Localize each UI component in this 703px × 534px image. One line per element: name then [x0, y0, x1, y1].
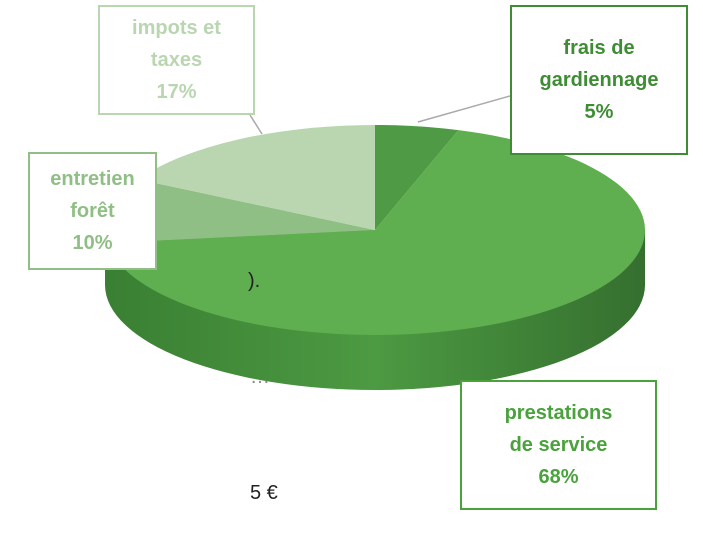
category-label: entretien forêt	[50, 168, 135, 222]
data-label: impots et taxes 17%	[98, 5, 255, 115]
value-label: 68%	[538, 466, 579, 488]
side-text: ).	[248, 270, 261, 292]
data-label: frais de gardiennage 5%	[510, 5, 688, 155]
value-label: 10%	[72, 232, 113, 254]
category-label: impots et taxes	[132, 17, 221, 71]
value-label: 5%	[584, 101, 614, 123]
pie-slice	[375, 125, 459, 230]
category-label: prestations de service	[504, 402, 613, 456]
pie-slice	[107, 130, 645, 335]
data-label: entretien forêt 10%	[28, 152, 157, 270]
side-text: 5 €	[250, 482, 278, 504]
category-label: frais de gardiennage	[539, 37, 659, 91]
pie-slice	[104, 179, 375, 244]
leader-line	[417, 95, 511, 123]
leader-line	[249, 114, 263, 135]
side-text: …	[250, 366, 270, 388]
value-label: 17%	[156, 81, 197, 103]
data-label: prestations de service 68%	[460, 380, 657, 510]
pie-slice	[138, 125, 375, 230]
